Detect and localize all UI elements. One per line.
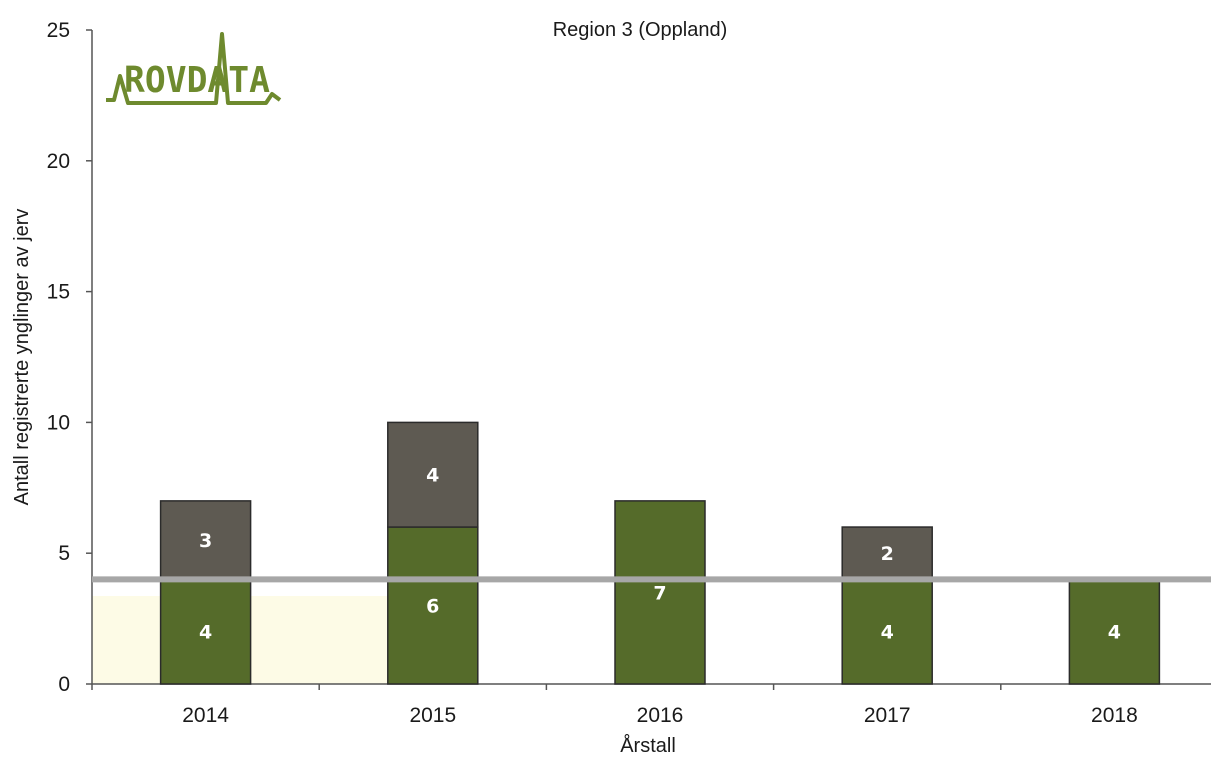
y-axis-title: Antall registrerte ynglinger av jerv	[11, 209, 33, 506]
bar-2018-segment-1	[1068, 578, 1161, 685]
rovdata-logo: ROVDATA	[106, 32, 282, 105]
x-tick-label: 2017	[864, 704, 911, 727]
data-label: 4	[1108, 622, 1121, 644]
data-label: 7	[653, 582, 666, 604]
y-axis: 0 5 10 15 20 25	[47, 19, 93, 696]
x-tick-label: 2016	[637, 704, 684, 727]
y-tick-label: 10	[47, 411, 70, 434]
y-tick-label: 25	[47, 19, 70, 42]
bar-2015-segment-1	[387, 526, 479, 685]
data-label: 4	[881, 622, 894, 644]
bars: 4 3 6 4 7 4 2 4	[159, 421, 1161, 685]
x-axis: 2014 2015 2016 2017 2018	[91, 683, 1211, 727]
chart-title: Region 3 (Oppland)	[553, 19, 728, 41]
data-label: 6	[426, 596, 439, 618]
data-label: 4	[199, 622, 212, 644]
x-tick-label: 2014	[182, 704, 229, 727]
y-tick-label: 5	[58, 542, 70, 565]
data-label: 2	[881, 543, 894, 565]
bar-2014-segment-1	[159, 578, 252, 685]
y-tick-label: 20	[47, 150, 70, 173]
bar-2015-segment-2	[387, 421, 479, 528]
x-axis-title: Årstall	[620, 734, 676, 757]
data-label: 3	[199, 530, 212, 552]
y-tick-label: 0	[58, 673, 70, 696]
logo-text: ROVDATA	[124, 60, 270, 101]
x-tick-label: 2015	[409, 704, 456, 727]
bar-2017-segment-1	[841, 578, 933, 685]
x-tick-label: 2018	[1091, 704, 1138, 727]
bar-2016-segment-1	[614, 500, 706, 685]
y-tick-label: 15	[47, 281, 70, 304]
data-label: 4	[426, 465, 439, 487]
